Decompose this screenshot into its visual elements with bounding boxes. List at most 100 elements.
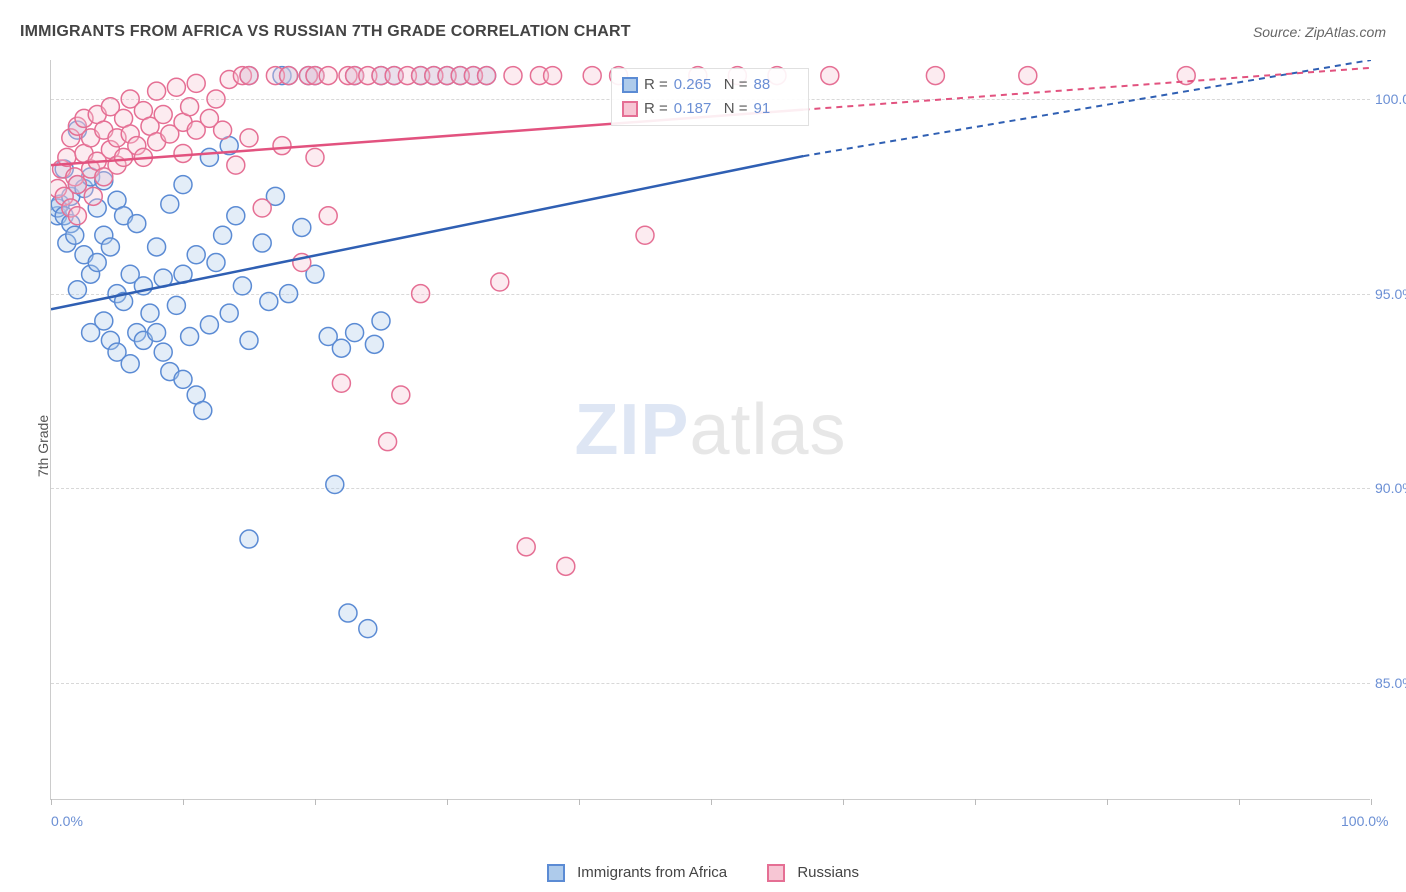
data-point-russians — [148, 82, 166, 100]
stats-n-value-africa: 88 — [754, 73, 798, 97]
data-point-africa — [214, 226, 232, 244]
data-point-africa — [339, 604, 357, 622]
data-point-africa — [174, 370, 192, 388]
data-point-africa — [260, 292, 278, 310]
data-point-africa — [220, 304, 238, 322]
data-point-russians — [181, 98, 199, 116]
data-point-africa — [227, 207, 245, 225]
data-point-russians — [926, 67, 944, 85]
data-point-russians — [332, 374, 350, 392]
data-point-russians — [207, 90, 225, 108]
data-point-africa — [88, 254, 106, 272]
data-point-africa — [280, 285, 298, 303]
ytick-label: 90.0% — [1375, 480, 1406, 496]
data-point-russians — [636, 226, 654, 244]
data-point-russians — [280, 67, 298, 85]
data-point-russians — [68, 176, 86, 194]
data-point-africa — [253, 234, 271, 252]
data-point-russians — [84, 187, 102, 205]
data-point-africa — [101, 238, 119, 256]
data-point-africa — [372, 312, 390, 330]
data-point-russians — [379, 433, 397, 451]
data-point-russians — [273, 137, 291, 155]
data-point-russians — [544, 67, 562, 85]
trendline-dash-russians — [803, 68, 1371, 110]
data-point-russians — [557, 557, 575, 575]
data-point-africa — [148, 324, 166, 342]
data-point-africa — [154, 343, 172, 361]
stats-n-label: N = — [724, 73, 748, 97]
data-point-russians — [821, 67, 839, 85]
data-point-russians — [187, 74, 205, 92]
data-point-africa — [187, 246, 205, 264]
data-point-russians — [306, 148, 324, 166]
data-point-africa — [359, 620, 377, 638]
data-point-africa — [240, 530, 258, 548]
data-point-africa — [200, 148, 218, 166]
data-point-africa — [240, 331, 258, 349]
data-point-africa — [95, 312, 113, 330]
legend-item-russians: Russians — [767, 864, 859, 882]
data-point-russians — [154, 106, 172, 124]
data-point-russians — [319, 67, 337, 85]
xtick-label: 100.0% — [1341, 813, 1388, 829]
data-point-russians — [68, 207, 86, 225]
chart-title: IMMIGRANTS FROM AFRICA VS RUSSIAN 7TH GR… — [20, 23, 631, 41]
stats-r-value-russians: 0.187 — [674, 97, 718, 121]
xtick-label: 0.0% — [51, 813, 83, 829]
data-point-russians — [240, 67, 258, 85]
legend-label-russians: Russians — [797, 864, 859, 881]
data-point-africa — [167, 296, 185, 314]
legend-swatch-africa — [547, 864, 565, 882]
data-point-russians — [478, 67, 496, 85]
data-point-africa — [148, 238, 166, 256]
data-point-africa — [68, 281, 86, 299]
data-point-africa — [194, 402, 212, 420]
data-point-africa — [233, 277, 251, 295]
stats-box: R =0.265N =88 R =0.187N =91 — [611, 68, 809, 126]
trendline-dash-africa — [803, 60, 1371, 156]
data-point-africa — [346, 324, 364, 342]
stats-n-label: N = — [724, 97, 748, 121]
chart-svg — [51, 60, 1371, 800]
data-point-russians — [517, 538, 535, 556]
stats-r-value-africa: 0.265 — [674, 73, 718, 97]
legend-item-africa: Immigrants from Africa — [547, 864, 727, 882]
data-point-russians — [167, 78, 185, 96]
data-point-africa — [128, 215, 146, 233]
stats-r-label: R = — [644, 73, 668, 97]
stats-r-label: R = — [644, 97, 668, 121]
stats-swatch-africa — [622, 77, 638, 93]
data-point-africa — [332, 339, 350, 357]
data-point-africa — [141, 304, 159, 322]
data-point-russians — [504, 67, 522, 85]
title-bar: IMMIGRANTS FROM AFRICA VS RUSSIAN 7TH GR… — [20, 18, 1386, 46]
chart-container: IMMIGRANTS FROM AFRICA VS RUSSIAN 7TH GR… — [0, 0, 1406, 892]
data-point-africa — [207, 254, 225, 272]
data-point-africa — [174, 176, 192, 194]
data-point-africa — [161, 195, 179, 213]
data-point-russians — [491, 273, 509, 291]
stats-swatch-russians — [622, 101, 638, 117]
legend-bottom: Immigrants from Africa Russians — [0, 864, 1406, 882]
data-point-russians — [214, 121, 232, 139]
data-point-russians — [174, 144, 192, 162]
trendline-africa — [51, 156, 803, 309]
data-point-africa — [181, 328, 199, 346]
legend-swatch-russians — [767, 864, 785, 882]
data-point-russians — [240, 129, 258, 147]
data-point-russians — [253, 199, 271, 217]
data-point-africa — [326, 476, 344, 494]
data-point-africa — [121, 355, 139, 373]
y-axis-label: 7th Grade — [35, 415, 51, 477]
ytick-label: 85.0% — [1375, 675, 1406, 691]
source-label: Source: ZipAtlas.com — [1253, 24, 1386, 40]
data-point-russians — [319, 207, 337, 225]
data-point-africa — [365, 335, 383, 353]
xtick — [1371, 799, 1372, 805]
data-point-russians — [1019, 67, 1037, 85]
data-point-russians — [583, 67, 601, 85]
plot-area: ZIPatlas 85.0%90.0%95.0%100.0%0.0%100.0%… — [50, 60, 1370, 800]
stats-n-value-russians: 91 — [754, 97, 798, 121]
data-point-russians — [392, 386, 410, 404]
